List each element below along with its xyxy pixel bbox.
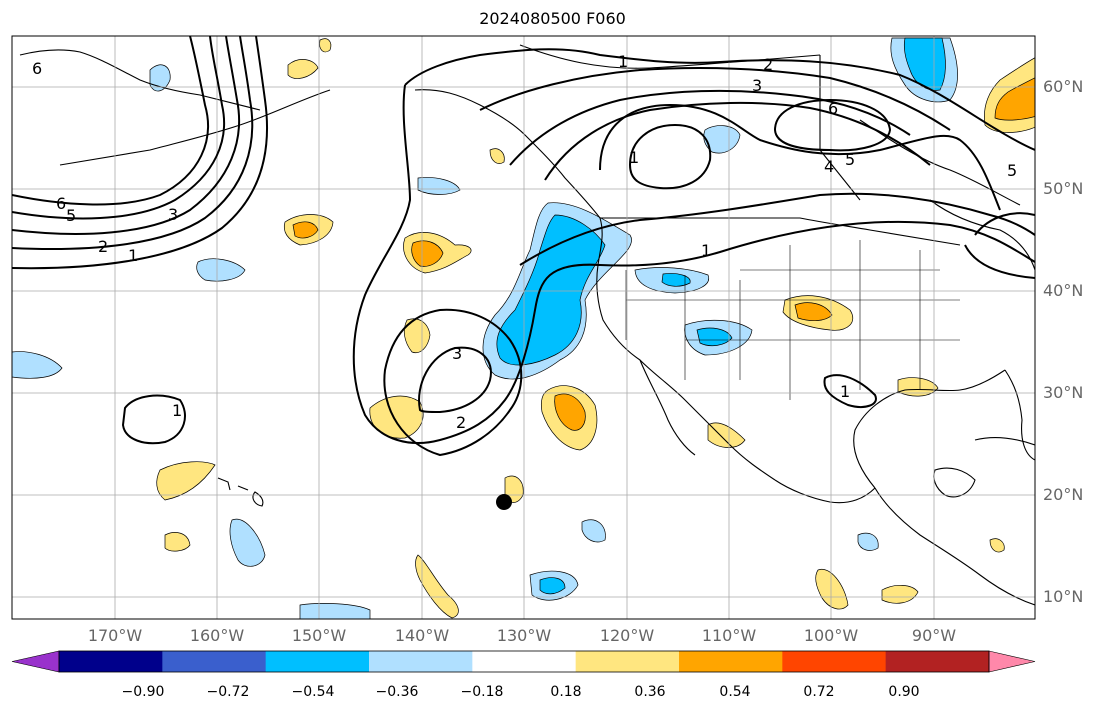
colorbar-tick-label: −0.90 — [121, 684, 165, 700]
contour-label: 1 — [618, 52, 628, 71]
positive-anomaly-core — [411, 240, 444, 267]
colorbar-tick-label: −0.54 — [291, 684, 335, 700]
lat-label: 10°N — [1043, 587, 1084, 606]
contour-label: 5 — [66, 206, 76, 225]
negative-anomaly-core — [661, 273, 691, 287]
colorbar-tick-label: 0.18 — [550, 684, 582, 700]
colorbar-segment — [59, 651, 163, 672]
map-title: 2024080500 F060 — [479, 9, 626, 28]
positive-anomaly-region — [815, 568, 849, 610]
contour-label: 6 — [828, 99, 838, 118]
height-contours — [12, 36, 1035, 457]
positive-anomaly-core — [292, 221, 319, 239]
lat-label: 20°N — [1043, 485, 1084, 504]
colorbar-segment — [782, 651, 887, 672]
negative-anomaly-region — [196, 258, 246, 282]
coastlines — [19, 44, 1035, 606]
positive-anomaly-region — [415, 554, 459, 619]
positive-anomaly-region — [287, 59, 319, 79]
contour-label: 5 — [1007, 161, 1017, 180]
colorbar-segment — [162, 651, 267, 672]
negative-anomaly-core — [539, 577, 566, 595]
negative-anomaly-region — [229, 518, 266, 567]
graticule — [12, 36, 1035, 619]
positive-anomaly-region — [489, 148, 505, 164]
colorbar-tick-label: 0.54 — [719, 684, 751, 700]
colorbar-segment — [575, 651, 680, 672]
storm-center-dot — [496, 494, 512, 510]
lon-label: 160°W — [189, 626, 245, 645]
positive-anomaly-core — [554, 393, 586, 431]
lat-label: 60°N — [1043, 77, 1084, 96]
positive-anomaly-core — [794, 302, 833, 322]
positive-anomaly-region — [881, 585, 919, 604]
contour-label-layer: 6 1 2 3 6 5 4 5 6 5 3 2 1 1 3 2 1 1 1 — [32, 52, 1017, 432]
colorbar-segment — [265, 651, 370, 672]
positive-anomaly-region — [156, 461, 216, 501]
negative-anomaly-region — [12, 351, 63, 379]
colorbar — [11, 650, 1036, 673]
colorbar-outline — [58, 650, 990, 673]
lat-label: 40°N — [1043, 281, 1084, 300]
colorbar-tick-label: −0.36 — [375, 684, 419, 700]
lon-label: 90°W — [911, 626, 957, 645]
lat-label: 50°N — [1043, 179, 1084, 198]
contour-label: 6 — [56, 194, 66, 213]
contour-label: 1 — [629, 148, 639, 167]
colorbar-tick-label: −0.72 — [206, 684, 250, 700]
colorbar-extend-low — [11, 650, 60, 673]
colorbar-tick-label: −0.18 — [460, 684, 504, 700]
contour-label: 3 — [752, 76, 762, 95]
lon-label: 170°W — [87, 626, 143, 645]
contour-label: 2 — [456, 413, 466, 432]
colorbar-extend-high — [988, 650, 1036, 673]
anomaly-shading — [12, 37, 1035, 619]
negative-anomaly-region — [581, 519, 606, 543]
lat-label: 30°N — [1043, 383, 1084, 402]
positive-anomaly-region — [897, 377, 939, 397]
contour-label: 1 — [701, 241, 711, 260]
lon-label: 150°W — [291, 626, 347, 645]
negative-anomaly-region — [417, 177, 461, 195]
positive-anomaly-region — [319, 38, 332, 53]
lon-label: 110°W — [701, 626, 757, 645]
negative-anomaly-core — [903, 37, 946, 91]
contour-label: 2 — [763, 55, 773, 74]
contour-label: 1 — [172, 401, 182, 420]
contour-label: 3 — [452, 344, 462, 363]
positive-anomaly-region — [989, 538, 1005, 553]
colorbar-segment — [369, 651, 473, 672]
negative-anomaly-region — [857, 532, 879, 551]
negative-anomaly-region — [149, 64, 171, 92]
contour-label: 6 — [32, 59, 42, 78]
colorbar-segment — [885, 651, 990, 672]
colorbar-tick-label: 0.36 — [634, 684, 666, 700]
positive-anomaly-region — [164, 532, 191, 552]
lon-label: 130°W — [496, 626, 552, 645]
lon-label: 100°W — [803, 626, 859, 645]
contour-label: 1 — [128, 246, 138, 265]
colorbar-segment — [679, 651, 783, 672]
lon-label: 120°W — [599, 626, 655, 645]
lon-label: 140°W — [394, 626, 450, 645]
contour-label: 5 — [845, 150, 855, 169]
contour-label: 2 — [98, 237, 108, 256]
negative-anomaly-region — [299, 603, 371, 619]
contour-label: 4 — [824, 157, 834, 176]
colorbar-tick-label: 0.72 — [803, 684, 835, 700]
map-frame — [11, 35, 1036, 620]
positive-anomaly-core — [994, 77, 1035, 121]
positive-anomaly-region — [707, 422, 746, 448]
negative-anomaly-core — [696, 327, 733, 347]
contour-label: 1 — [840, 382, 850, 401]
colorbar-tick-label: 0.90 — [888, 684, 920, 700]
colorbar-segment — [472, 651, 577, 672]
negative-anomaly-region — [703, 125, 741, 154]
contour-label: 3 — [168, 205, 178, 224]
